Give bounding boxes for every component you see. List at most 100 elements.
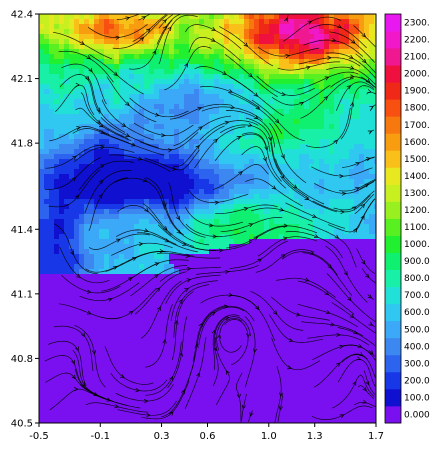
elevation-fill <box>39 14 376 423</box>
streamline-arrow <box>145 28 151 33</box>
streamline-arrow <box>75 82 81 87</box>
streamline-arrow <box>125 101 130 107</box>
streamline <box>199 86 260 109</box>
streamline-arrow <box>74 346 79 352</box>
colorbar-swatch <box>385 235 401 253</box>
streamline-arrow <box>139 36 145 42</box>
streamline-arrow <box>100 130 106 135</box>
streamline <box>325 245 368 303</box>
streamline-arrow <box>367 294 373 299</box>
streamline <box>312 344 372 361</box>
streamline <box>158 14 198 65</box>
colorbar-label: 1700. <box>404 121 430 131</box>
colorbar-label: 1200. <box>404 206 430 216</box>
streamline <box>241 146 287 189</box>
streamline <box>339 178 376 192</box>
streamline <box>184 206 244 227</box>
colorbar-label: 1000. <box>404 240 430 250</box>
streamline <box>61 63 107 105</box>
streamline <box>201 106 263 121</box>
streamline-arrow <box>312 214 317 218</box>
streamline <box>170 280 218 321</box>
streamline <box>72 128 134 146</box>
streamline <box>226 226 287 249</box>
streamline-arrow <box>142 178 148 182</box>
streamline-arrow <box>304 196 310 201</box>
streamline <box>53 325 94 372</box>
streamline <box>360 76 376 89</box>
streamline-arrow <box>353 330 358 335</box>
streamline <box>356 248 375 274</box>
streamline <box>245 117 283 175</box>
colorbar-label: 2300. <box>404 19 430 29</box>
streamline <box>314 181 375 194</box>
streamline-arrow <box>324 76 330 81</box>
streamline-arrow <box>340 209 346 215</box>
streamline-arrow <box>99 123 104 128</box>
streamline-arrow <box>360 214 365 220</box>
streamline-arrow <box>71 374 76 380</box>
streamline-arrow <box>262 156 267 162</box>
streamline <box>112 14 168 49</box>
streamline-arrow <box>169 375 173 381</box>
streamline-arrow <box>76 273 81 278</box>
streamline-arrow <box>355 187 360 192</box>
streamline-arrow <box>336 332 341 337</box>
streamline-arrow <box>213 346 218 352</box>
streamline-arrow <box>353 227 358 233</box>
colorbar-swatch <box>385 269 401 288</box>
x-tick-label: -0.1 <box>91 431 111 442</box>
x-tick-label: 1.7 <box>368 431 384 442</box>
streamline <box>271 84 331 106</box>
streamline-arrow <box>172 166 177 171</box>
streamline-arrow <box>132 257 137 261</box>
streamline <box>269 122 307 184</box>
streamline-arrow <box>255 105 261 110</box>
streamline-arrow <box>186 278 192 283</box>
streamline-arrow <box>281 92 287 97</box>
streamline-arrow <box>184 62 188 68</box>
streamline <box>138 14 151 21</box>
streamline-arrow <box>366 157 371 162</box>
streamline <box>312 195 371 213</box>
streamline-arrow <box>247 122 253 127</box>
streamline <box>367 294 375 301</box>
streamline <box>145 341 182 396</box>
streamline-arrow <box>141 16 147 21</box>
colorbar-label: 400.0 <box>404 342 430 352</box>
streamline <box>255 225 318 238</box>
streamline <box>106 76 157 123</box>
streamline-arrow <box>210 37 216 42</box>
streamline <box>129 97 189 118</box>
streamline-arrow <box>121 122 127 127</box>
streamline-arrow <box>243 207 249 211</box>
streamline-arrow <box>176 229 182 234</box>
streamline-arrow <box>313 234 319 238</box>
streamline <box>244 316 256 388</box>
x-tick-label: -0.5 <box>29 431 49 442</box>
streamline <box>297 280 355 315</box>
streamline <box>116 229 177 245</box>
streamline <box>173 115 231 147</box>
streamline <box>172 125 225 167</box>
streamline-arrow <box>224 269 230 274</box>
streamline <box>59 246 110 284</box>
x-tick-label: 1.0 <box>261 431 277 442</box>
colorbar-swatch <box>385 303 401 322</box>
streamline-arrow <box>253 115 259 120</box>
streamline <box>255 249 315 273</box>
streamline-arrow <box>179 352 184 357</box>
streamline <box>353 401 376 408</box>
streamline <box>140 280 182 339</box>
streamline <box>257 236 318 257</box>
streamline-arrow <box>182 241 187 246</box>
streamline-arrow <box>296 312 301 317</box>
streamline-arrow <box>352 380 357 386</box>
streamline-arrow <box>98 179 104 185</box>
streamline-arrow <box>283 236 288 241</box>
streamline <box>145 304 173 368</box>
streamline <box>285 231 343 258</box>
streamline-arrow <box>255 305 260 311</box>
colorbar-swatch <box>385 337 401 356</box>
